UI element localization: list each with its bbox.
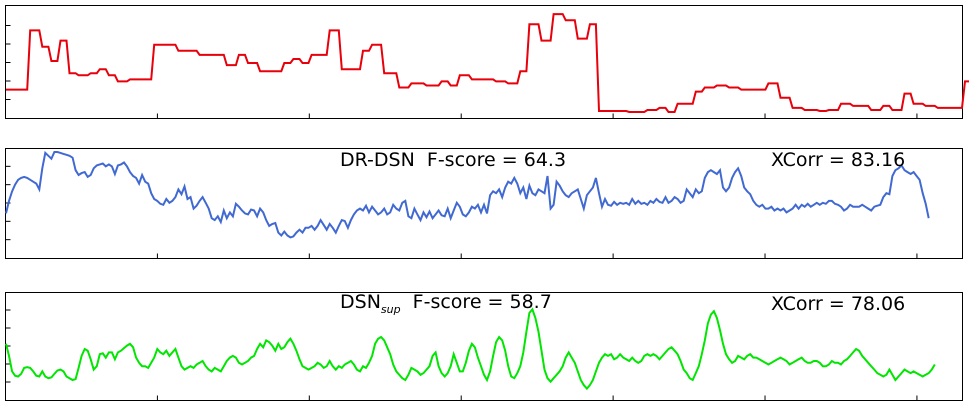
- panel-drdsn: DR-DSN F-score = 64.3 XCorr = 83.16: [5, 148, 963, 259]
- dsn-sup-score-line: [5, 307, 936, 391]
- panel-gt-ticks: [5, 25, 918, 119]
- panel-dsn-ticks: [5, 309, 918, 401]
- drdsn-xcorr-label: XCorr = 83.16: [771, 149, 905, 171]
- dsn-label-rest: F-score = 58.7: [401, 291, 552, 313]
- panel-drdsn-ticks: [5, 165, 918, 259]
- panel-dsn: DSNsup F-score = 58.7 XCorr = 78.06: [5, 291, 963, 401]
- gt-importance-line: [6, 13, 969, 113]
- drdsn-fscore-label: DR-DSN F-score = 64.3: [340, 149, 566, 171]
- dsn-fscore-label: DSNsup F-score = 58.7: [340, 291, 552, 316]
- panel-gt-frame: [5, 5, 963, 119]
- dsn-label-main: DSN: [340, 291, 381, 313]
- dsn-xcorr-label: XCorr = 78.06: [771, 293, 905, 315]
- dsn-label-sub: sup: [381, 303, 401, 316]
- drdsn-score-line: [5, 150, 930, 239]
- panel-gt: [5, 5, 969, 119]
